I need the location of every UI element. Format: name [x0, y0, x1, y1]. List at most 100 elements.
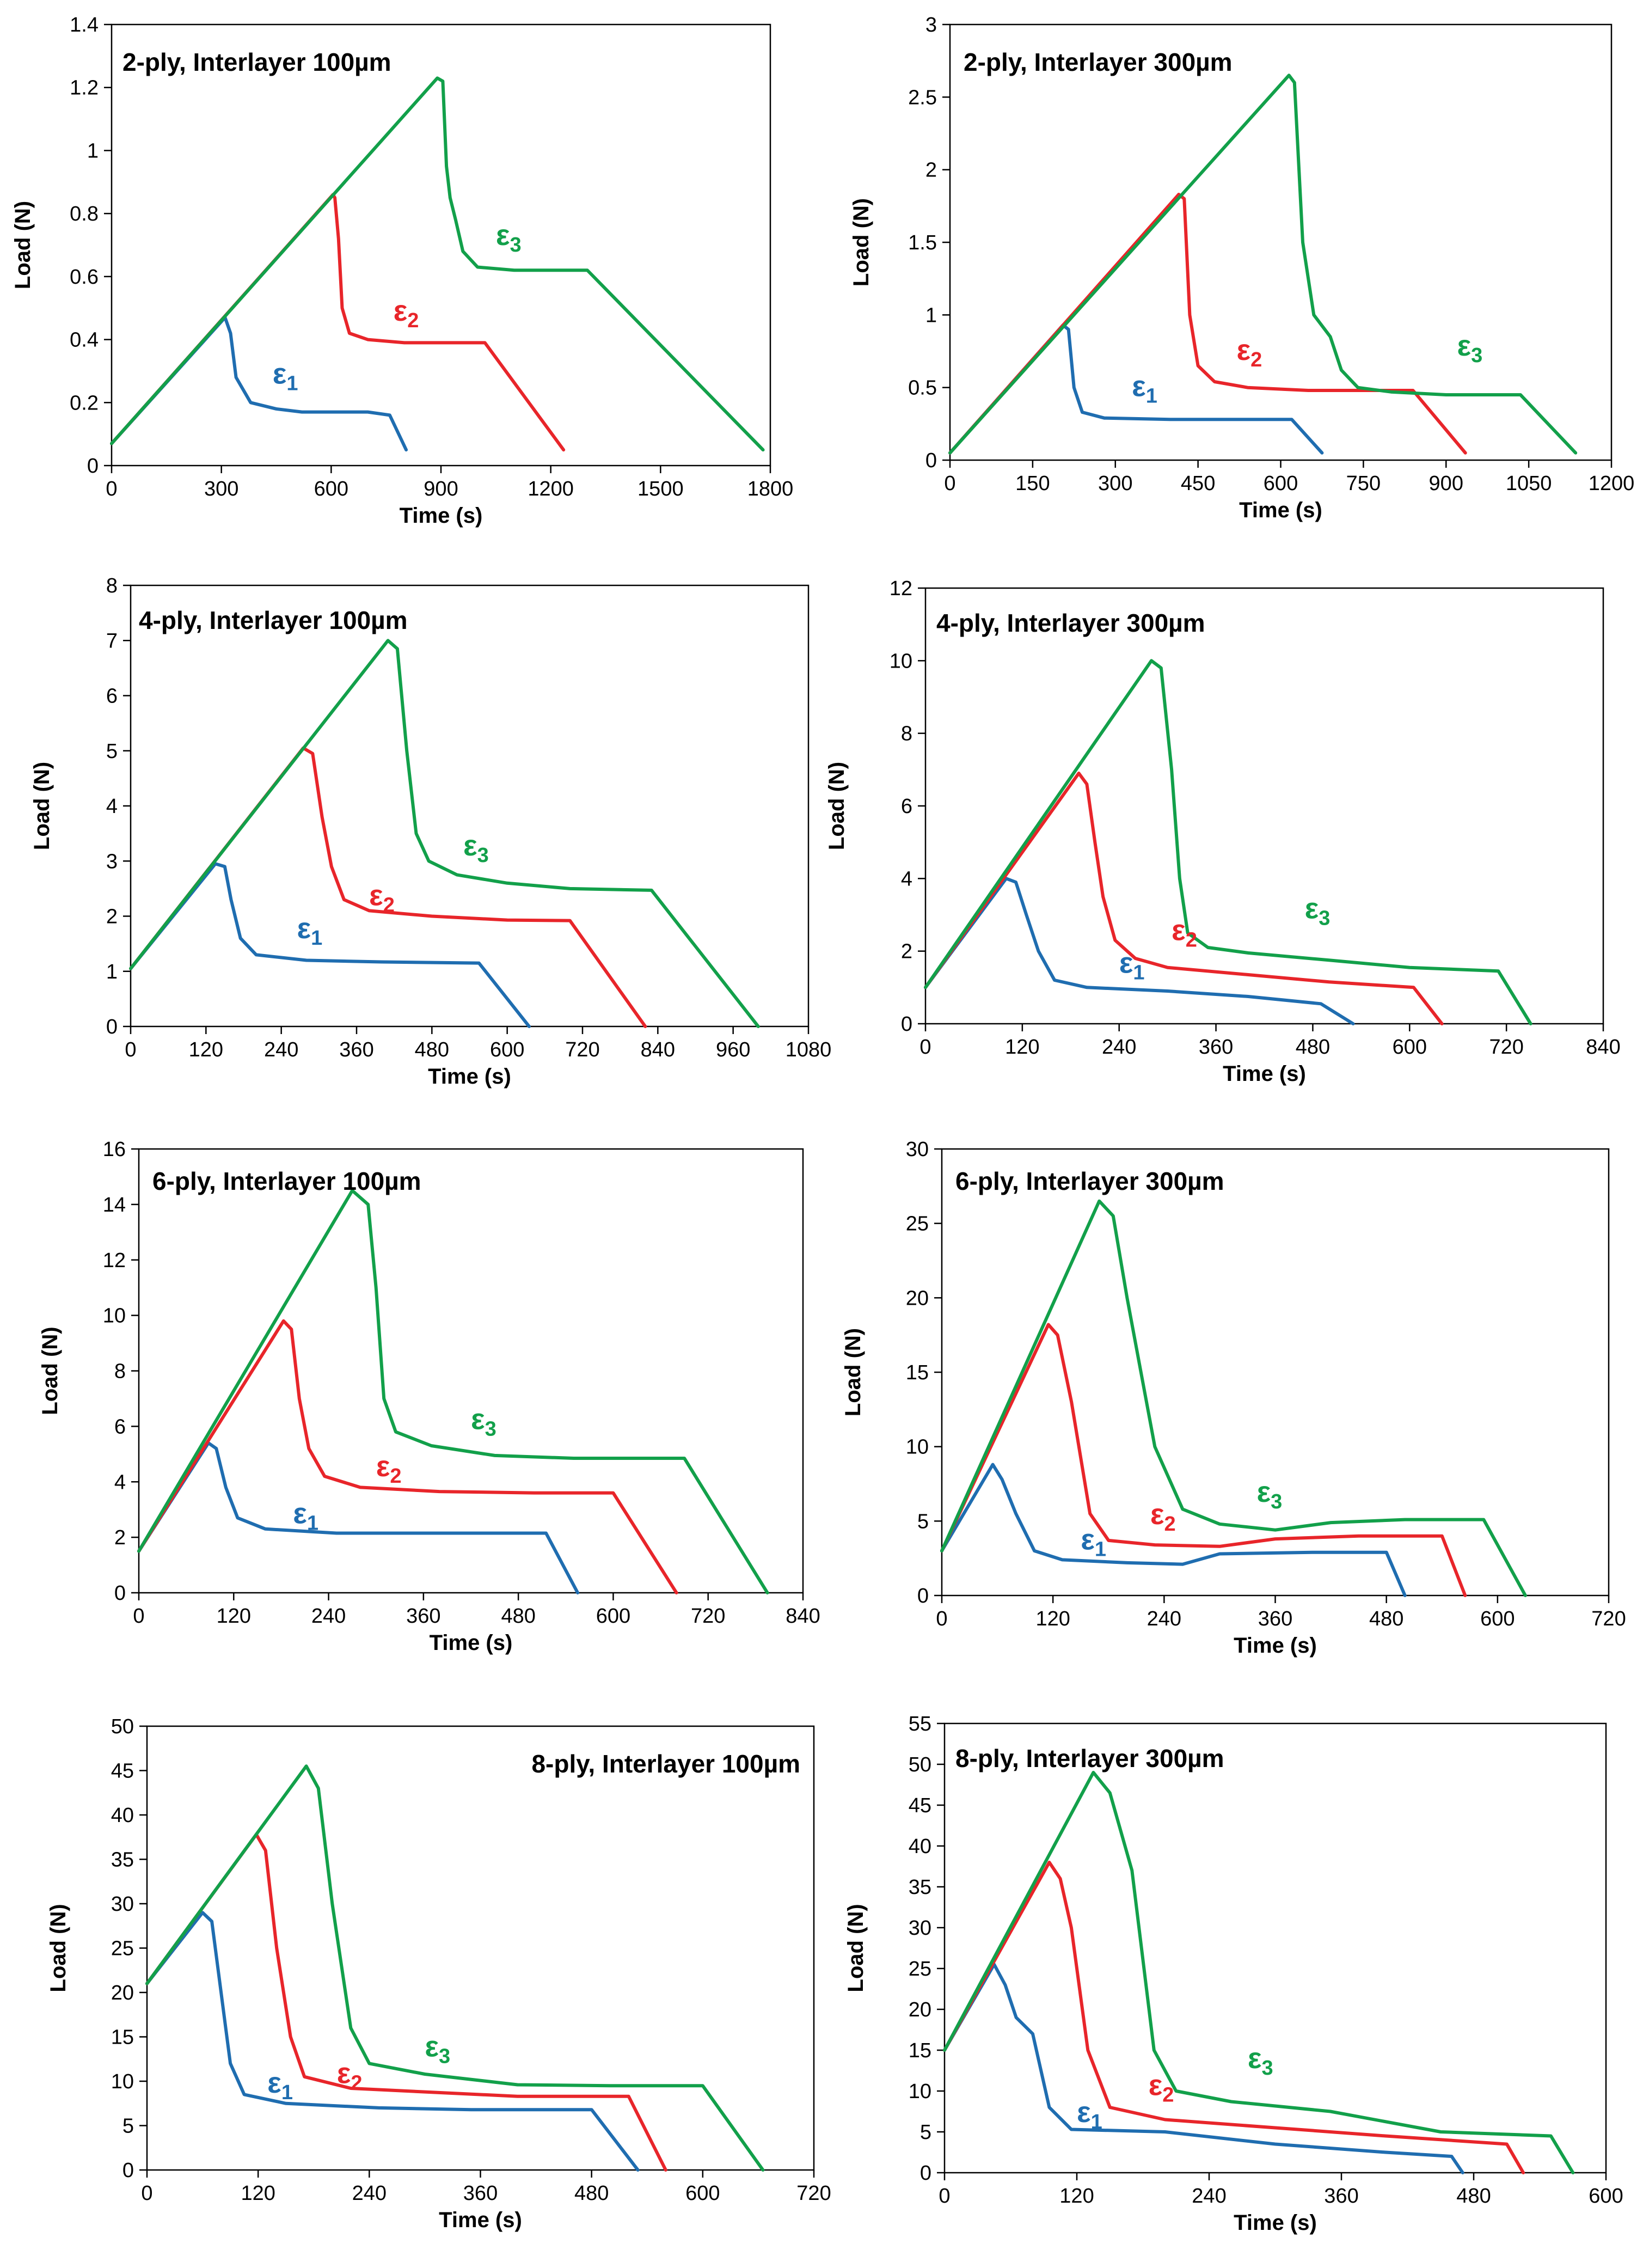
y-tick-label: 10	[890, 650, 912, 673]
y-tick-label: 0	[901, 1013, 912, 1036]
x-tick-label: 720	[691, 1605, 725, 1628]
x-tick-label: 240	[1147, 1607, 1181, 1630]
x-tick-label: 300	[204, 478, 238, 500]
x-axis-label: Time (s)	[1223, 1062, 1306, 1086]
chart-panel-8: 0 120 240 360 480 600 0 5 10 15 20 25 30 35 40 45 50 55 Ti…	[844, 1713, 1623, 2235]
x-tick-label: 600	[1480, 1607, 1515, 1630]
series-line-eps2	[137, 1319, 678, 1594]
x-tick-label: 600	[1264, 472, 1298, 495]
y-tick-label: 0	[106, 1016, 118, 1038]
x-tick-label: 120	[189, 1038, 223, 1061]
y-tick-label: 12	[103, 1249, 126, 1272]
x-tick-label: 360	[339, 1038, 373, 1061]
x-tick-label: 0	[141, 2182, 152, 2205]
x-tick-label: 600	[1589, 2185, 1623, 2208]
x-tick-label: 600	[685, 2182, 720, 2205]
y-tick-label: 10	[111, 2070, 134, 2093]
series-line-eps1	[110, 316, 408, 452]
y-tick-label: 0	[87, 455, 99, 478]
x-tick-label: 150	[1015, 472, 1050, 495]
series-line-eps2	[940, 1323, 1467, 1597]
series-line-eps3	[924, 659, 1532, 1025]
x-tick-label: 240	[1102, 1036, 1136, 1059]
y-tick-label: 25	[906, 1213, 929, 1236]
panel-title: 8-ply, Interlayer 300µm	[955, 1744, 1224, 1772]
series-label-eps2: ε2	[1149, 2069, 1174, 2107]
series-line-eps3	[110, 76, 765, 452]
y-tick-label: 2	[114, 1526, 126, 1549]
series-line-eps2	[943, 1861, 1525, 2174]
x-tick-label: 960	[716, 1038, 750, 1061]
y-tick-label: 2	[901, 940, 912, 963]
x-tick-label: 120	[1035, 1607, 1070, 1630]
series-line-eps1	[948, 323, 1324, 455]
y-tick-label: 0	[122, 2159, 134, 2182]
y-axis-label: Load (N)	[849, 198, 873, 286]
panel-title: 6-ply, Interlayer 100µm	[152, 1167, 421, 1195]
y-tick-label: 15	[906, 1361, 929, 1384]
y-tick-label: 20	[111, 1982, 134, 2004]
y-tick-label: 12	[890, 577, 912, 600]
plot-frame	[943, 1722, 1607, 2174]
y-tick-label: 16	[103, 1138, 126, 1161]
x-tick-label: 0	[919, 1036, 931, 1059]
series-line-eps2	[129, 746, 647, 1028]
panel-title: 6-ply, Interlayer 300µm	[955, 1167, 1224, 1195]
y-tick-label: 35	[909, 1876, 931, 1899]
y-tick-label: 6	[106, 685, 118, 708]
y-tick-label: 5	[920, 2121, 931, 2144]
y-tick-label: 10	[909, 2080, 931, 2103]
y-tick-label: 40	[111, 1804, 134, 1827]
y-tick-label: 25	[909, 1958, 931, 1980]
y-tick-label: 1.2	[70, 77, 99, 100]
y-tick-label: 3	[106, 850, 118, 873]
y-tick-label: 8	[901, 723, 912, 745]
chart-panel-5: 0 120 240 360 480 600 720 840 0 2 4 6 8 10 12 14 16 Time …	[38, 1138, 820, 1655]
x-tick-label: 1080	[786, 1038, 832, 1061]
y-tick-label: 0.8	[70, 203, 99, 225]
series-line-eps1	[924, 877, 1355, 1025]
chart-panel-6: 0 120 240 360 480 600 720 0 5 10 15 20 25 30 Time (s) L…	[841, 1138, 1626, 1658]
panel-title: 2-ply, Interlayer 300µm	[964, 48, 1233, 76]
chart-panel-1: 0 300 600 900 1200 1500 1800 0 0.2 0.4 0.6 0.8 1 1.2 1…	[11, 14, 793, 528]
y-tick-label: 40	[909, 1835, 931, 1858]
y-tick-label: 55	[909, 1713, 931, 1735]
series-line-eps3	[948, 74, 1578, 455]
y-tick-label: 6	[114, 1415, 126, 1438]
x-tick-label: 720	[796, 2182, 831, 2205]
y-tick-label: 5	[917, 1510, 929, 1533]
y-tick-label: 3	[925, 14, 937, 36]
series-line-eps1	[129, 862, 531, 1028]
y-tick-label: 2.5	[908, 86, 937, 109]
y-tick-label: 10	[103, 1305, 126, 1328]
series-line-eps1	[145, 1911, 640, 2172]
x-tick-label: 750	[1346, 472, 1381, 495]
series-line-eps3	[940, 1199, 1527, 1597]
y-axis-label: Load (N)	[38, 1326, 62, 1415]
x-tick-label: 120	[241, 2182, 275, 2205]
x-tick-label: 480	[1456, 2185, 1491, 2208]
y-tick-label: 4	[106, 795, 118, 818]
x-tick-label: 360	[1199, 1036, 1233, 1059]
x-tick-label: 0	[106, 478, 117, 500]
x-tick-label: 360	[463, 2182, 498, 2205]
x-axis-label: Time (s)	[1234, 1634, 1317, 1658]
x-tick-label: 0	[133, 1605, 144, 1628]
series-line-eps3	[129, 639, 760, 1028]
y-tick-label: 0.6	[70, 266, 99, 289]
panel-title: 8-ply, Interlayer 100µm	[531, 1750, 800, 1778]
chart-panel-2: 0 150 300 450 600 750 900 1050 1200 0 0.5 1 1.5 2 2.5 3…	[849, 14, 1634, 522]
x-tick-label: 360	[1324, 2185, 1358, 2208]
y-tick-label: 0.4	[70, 329, 99, 352]
x-tick-label: 1050	[1506, 472, 1552, 495]
x-tick-label: 480	[1296, 1036, 1330, 1059]
panel-title: 4-ply, Interlayer 100µm	[139, 606, 408, 634]
y-tick-label: 0.2	[70, 392, 99, 414]
x-tick-label: 240	[352, 2182, 387, 2205]
y-tick-label: 1	[925, 304, 937, 327]
x-tick-label: 600	[490, 1038, 524, 1061]
x-tick-label: 1500	[637, 478, 684, 500]
series-label-eps3: ε3	[463, 829, 489, 867]
x-tick-label: 1800	[747, 478, 794, 500]
